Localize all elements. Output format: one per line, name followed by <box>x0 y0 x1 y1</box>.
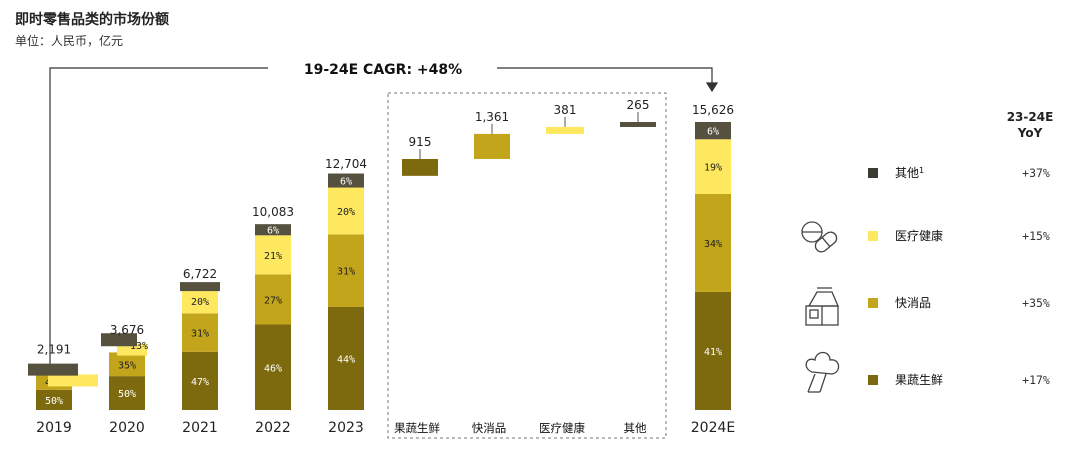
bar-pct-label-2024E-2: 19% <box>704 163 722 174</box>
bar-pct-label-2022-0: 46% <box>264 363 282 374</box>
legend-items: 其他1 +37% 医疗健康 +15% 快消品 +35% 果蔬生鲜 +17% <box>868 166 1050 387</box>
legend: 23-24E YoY 其他1 +37% 医疗健康 +15% 快消品 +35% 果蔬生鲜 +17… <box>801 110 1054 393</box>
bar-pct-label-2024E-3: 6% <box>707 127 719 138</box>
cagr-bracket-right-line <box>497 67 713 88</box>
cagr-bracket <box>49 67 719 398</box>
waterfall-bar-2 <box>546 126 584 134</box>
bar-segment-2021-1 <box>182 313 218 352</box>
legend-label-3: 果蔬生鲜 <box>895 373 943 387</box>
legend-label-0: 其他1 <box>895 166 924 180</box>
waterfall-category-0: 果蔬生鲜 <box>394 421 440 435</box>
bar-pct-label-2021-2: 20% <box>191 297 209 308</box>
cagr-arrow-head <box>705 82 719 93</box>
bar-pct-label-2022-1: 27% <box>264 295 282 306</box>
waterfall-dashed-box <box>387 92 667 439</box>
waterfall-category-1: 快消品 <box>472 421 507 435</box>
waterfall-value-3: 265 <box>627 98 650 112</box>
waterfall-bar-1 <box>474 133 510 159</box>
bar-segment-2022-1 <box>255 274 291 325</box>
x-tick-label-2019: 2019 <box>36 420 72 436</box>
x-tick-label-2023: 2023 <box>328 420 364 436</box>
bar-segment-2022-2 <box>255 235 291 275</box>
cagr-label: 19-24E CAGR: +48% <box>304 62 462 78</box>
legend-label-2: 快消品 <box>895 296 931 310</box>
bar-segment-2024E-3 <box>695 122 731 140</box>
bar-pct-label-2022-3: 6% <box>267 226 279 237</box>
bar-segment-2019-3 <box>28 363 78 376</box>
legend-label-1: 医疗健康 <box>895 228 943 243</box>
bar-segment-2023-0 <box>328 306 364 410</box>
bar-segment-2023-1 <box>328 234 364 307</box>
bar-segment-2020-2 <box>117 343 147 356</box>
legend-swatch-1 <box>868 231 878 241</box>
waterfall-bar-3 <box>620 122 656 127</box>
legend-swatch-2 <box>868 298 878 308</box>
stacked-bars: 50%40%2,19150%35%13%3,67647%31%20%6,7224… <box>28 103 734 410</box>
x-axis-labels: 2019 2020 2021 2022 2023 2024E <box>36 420 735 436</box>
x-tick-label-2022: 2022 <box>255 420 291 436</box>
bar-segment-2024E-0 <box>695 291 731 410</box>
legend-yoy-0: +37% <box>1022 166 1050 180</box>
legend-header-period: 23-24E <box>1007 110 1054 124</box>
waterfall-bar-0 <box>402 158 438 176</box>
bar-pct-label-2023-1: 31% <box>337 267 355 278</box>
cagr-bracket-left-line <box>49 67 268 398</box>
waterfall-value-1: 1,361 <box>475 110 509 124</box>
chart-subtitle: 单位：人民币，亿元 <box>15 33 123 48</box>
bar-total-label-2022: 10,083 <box>252 205 294 219</box>
bar-segment-2022-3 <box>255 224 291 236</box>
bar-pct-label-2020-2: 13% <box>130 341 148 352</box>
bar-segment-2020-1 <box>109 352 145 377</box>
legend-superscript: 1 <box>919 166 924 175</box>
legend-swatch-0 <box>868 168 878 178</box>
x-tick-label-2020: 2020 <box>109 420 145 436</box>
bar-segment-2024E-1 <box>695 194 731 292</box>
bar-pct-label-2024E-1: 34% <box>704 239 722 250</box>
bar-pct-label-2019-0: 50% <box>45 396 63 407</box>
pills-icon <box>801 221 838 253</box>
legend-swatch-3 <box>868 375 878 385</box>
bar-total-label-2021: 6,722 <box>183 267 217 281</box>
bar-segment-2022-0 <box>255 324 291 410</box>
bar-total-label-2019: 2,191 <box>37 343 71 357</box>
bar-pct-label-2020-0: 50% <box>118 389 136 400</box>
bar-segment-2021-3 <box>180 282 220 292</box>
bar-total-label-2024E: 15,626 <box>692 103 734 117</box>
legend-header-yoy: YoY <box>1017 126 1043 140</box>
broccoli-icon <box>805 351 840 393</box>
waterfall-category-2: 医疗健康 <box>539 421 585 435</box>
bar-pct-label-2023-3: 6% <box>340 177 352 188</box>
bar-pct-label-2021-0: 47% <box>191 377 209 388</box>
waterfall-bars: 915 果蔬生鲜 1,361 快消品 381 医疗健康 265 其他 <box>394 98 656 435</box>
bar-segment-2021-2 <box>182 288 218 314</box>
waterfall-value-0: 915 <box>409 135 432 149</box>
bar-segment-2023-2 <box>328 187 364 235</box>
legend-yoy-2: +35% <box>1022 296 1050 310</box>
x-tick-label-2024E: 2024E <box>691 420 735 436</box>
bar-pct-label-2023-2: 20% <box>337 207 355 218</box>
bar-segment-2024E-2 <box>695 139 731 194</box>
bar-segment-2023-3 <box>328 173 364 188</box>
bar-pct-label-2020-1: 35% <box>118 360 136 371</box>
waterfall-category-3: 其他 <box>624 421 647 435</box>
bar-total-label-2023: 12,704 <box>325 157 367 171</box>
legend-yoy-1: +15% <box>1022 229 1050 243</box>
bar-segment-2021-0 <box>182 351 218 410</box>
waterfall-value-2: 381 <box>554 103 577 117</box>
bar-pct-label-2022-2: 21% <box>264 251 282 262</box>
chart-title: 即时零售品类的市场份额 <box>15 11 169 28</box>
bar-segment-2019-0 <box>36 389 72 410</box>
bar-pct-label-2024E-0: 41% <box>704 347 722 358</box>
legend-yoy-3: +17% <box>1022 373 1050 387</box>
bar-segment-2020-3 <box>101 333 137 347</box>
x-tick-label-2021: 2021 <box>182 420 218 436</box>
milk-carton-icon <box>805 287 839 326</box>
bar-segment-2019-2 <box>48 374 98 387</box>
bar-segment-2020-0 <box>109 376 145 410</box>
bar-total-label-2020: 3,676 <box>110 323 144 337</box>
bar-pct-label-2021-1: 31% <box>191 329 209 340</box>
bar-pct-label-2023-0: 44% <box>337 354 355 365</box>
